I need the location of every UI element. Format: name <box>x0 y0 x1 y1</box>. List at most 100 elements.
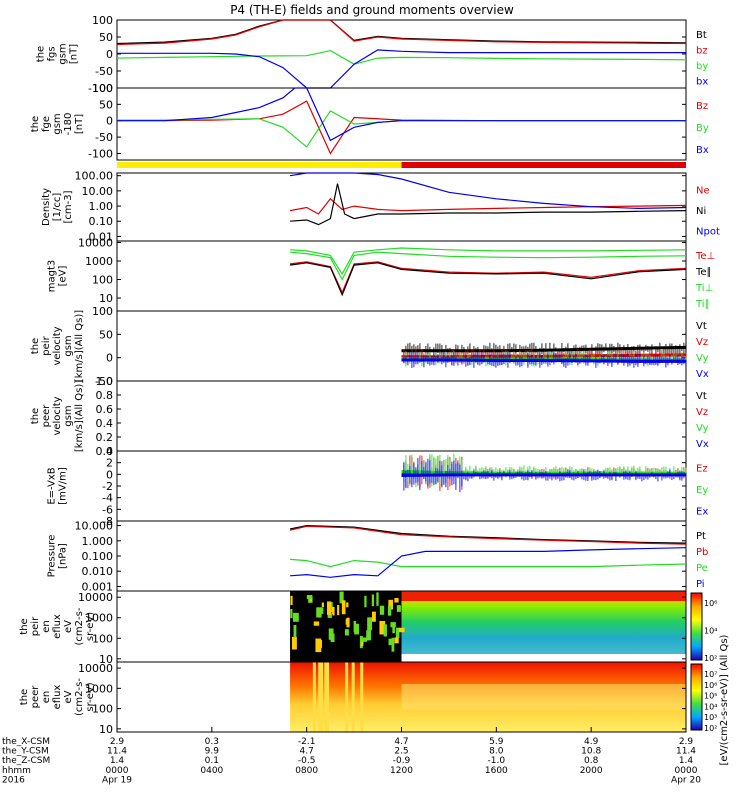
legend-entry: Pi <box>696 579 705 590</box>
orbit-value: -0.5 <box>298 756 316 766</box>
spectrogram-cell <box>396 605 401 612</box>
y-axis-label: the <box>19 618 30 634</box>
orbit-value: 9.9 <box>205 747 220 757</box>
orbit-value: 4.9 <box>584 737 599 747</box>
orbit-value: 0.8 <box>584 756 599 766</box>
y-axis-label: -180 <box>63 113 74 136</box>
y-tick-label: 2 <box>106 457 113 470</box>
orbit-value: -1.0 <box>488 756 506 766</box>
legend-entry: Ni <box>696 206 706 217</box>
panel-peer_velocity: 1.00.80.60.40.20.0 the peer velocity gsm [km/… <box>30 375 709 458</box>
orbit-value: 1600 <box>485 766 508 776</box>
y-tick-label: -50 <box>95 375 113 388</box>
y-tick-label: 4 <box>106 445 113 458</box>
spectrogram-cell <box>328 607 334 613</box>
y-axis-label: eflux <box>52 614 63 639</box>
y-axis-label: the <box>19 689 30 705</box>
legend-entry: Npot <box>696 227 720 238</box>
legend-entry: Te⊥ <box>695 251 715 262</box>
y-tick-label: 0 <box>106 352 113 365</box>
legend-entry: Vy <box>696 423 709 434</box>
y-axis-label: peer <box>30 685 41 709</box>
y-tick-label: -6 <box>102 503 113 516</box>
orbit-value: 2000 <box>580 766 603 776</box>
y-axis-label: peir <box>41 335 52 355</box>
y-tick-label: 0.001 <box>82 580 114 593</box>
orbit-value: 4.7 <box>394 737 408 747</box>
orbit-row-label: hhmm <box>2 766 31 776</box>
y-axis-label: the <box>30 338 41 354</box>
legend-entry: Ti⊥ <box>695 283 713 294</box>
spectrogram-cell <box>291 636 297 650</box>
spectrogram-band-top <box>401 591 686 601</box>
y-axis-label: sr-eV) <box>85 612 96 641</box>
orbit-value: -2.1 <box>298 737 316 747</box>
series-line <box>290 262 687 297</box>
y-axis-label: velocity <box>52 326 63 365</box>
y-tick-label: 0 <box>106 115 113 128</box>
spectrogram-stripe <box>318 662 322 732</box>
y-axis-label: en <box>41 691 52 704</box>
colorbar-tick: 10³ <box>704 713 717 722</box>
spectrogram-cell <box>346 617 350 628</box>
spectrogram-cell <box>316 607 322 618</box>
orbit-value: 11.4 <box>107 747 127 757</box>
y-axis-label: (cm2-s- <box>74 607 85 645</box>
orbit-value: 10.8 <box>581 747 601 757</box>
spectrogram-cell <box>345 618 348 625</box>
y-axis-label: peer <box>41 404 52 428</box>
y-axis-label: E=-VxB <box>47 467 58 504</box>
y-axis-label: the <box>30 116 41 132</box>
y-tick-label: 100 <box>92 274 113 287</box>
spectrogram-stripe <box>360 662 364 732</box>
spectrogram-cell <box>383 624 387 637</box>
legend-entry: Vx <box>696 369 709 380</box>
series-line <box>290 547 687 578</box>
y-axis-label: [cm-3] <box>63 190 74 223</box>
y-tick-label: 10 <box>99 292 113 305</box>
legend-entry: Pb <box>696 547 708 558</box>
y-tick-label: 1000 <box>85 612 113 625</box>
series-noise <box>403 458 687 493</box>
spectrogram-cell <box>367 617 372 631</box>
series-line <box>289 197 687 215</box>
series-line <box>290 183 687 226</box>
series-noise <box>403 352 687 368</box>
colorbar-tick: 10⁶ <box>704 599 717 608</box>
y-tick-label: 50 <box>99 98 113 111</box>
y-axis-label: gsm <box>52 113 63 134</box>
series-line <box>290 261 687 295</box>
legend-entry: Vt <box>696 391 707 402</box>
orbit-row-label: the_Y-CSM <box>2 747 49 757</box>
orbit-row-label: 2016 <box>2 775 25 785</box>
y-axis-label: eflux <box>52 685 63 710</box>
y-tick-label: 0 <box>106 48 113 61</box>
y-tick-label: 10000 <box>78 591 113 604</box>
y-axis-label: fgs <box>47 46 58 61</box>
orbit-value: 5.9 <box>489 737 504 747</box>
y-tick-label: 10 <box>99 653 113 666</box>
spectrogram-cell <box>388 599 393 610</box>
colorbar <box>690 592 703 661</box>
orbit-value: 4.7 <box>300 747 314 757</box>
series-line <box>116 49 687 65</box>
y-tick-label: 1.00 <box>89 200 114 213</box>
y-axis-label: [1/cc] <box>52 193 63 222</box>
y-tick-label: 10.00 <box>82 185 114 198</box>
spectrogram-cell <box>339 591 344 604</box>
y-tick-label: 1000 <box>85 682 113 695</box>
spectrogram-cell <box>366 630 371 641</box>
orbit-value: 0800 <box>295 766 318 776</box>
spectrogram-cell <box>290 595 293 606</box>
orbit-value: 0.3 <box>205 737 219 747</box>
orbit-row-label: the_X-CSM <box>2 737 50 747</box>
spectrogram-cell <box>293 624 297 638</box>
spectrogram-stripe <box>351 662 355 732</box>
legend-entry: bz <box>696 45 708 56</box>
y-axis-label: [nT] <box>74 114 85 134</box>
y-tick-label: 1000 <box>85 255 113 268</box>
y-tick-label: 1.000 <box>82 535 114 548</box>
orbit-row-label: the_Z-CSM <box>2 756 50 766</box>
y-axis-label: velocity <box>52 396 63 435</box>
legend-entry: Vx <box>696 439 709 450</box>
